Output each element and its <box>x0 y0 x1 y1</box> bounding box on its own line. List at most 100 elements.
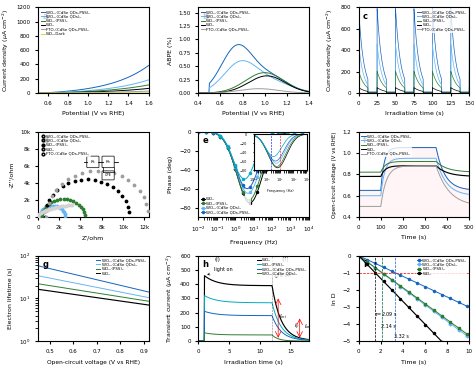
WOₓ <box>135 87 141 92</box>
Text: g: g <box>42 260 48 269</box>
Legend: WOₓ-(CdSe QDs-PSS)ₙ, WOₓ-(CdSe QDs)ₙ, WOₓ-(PSS)ₙ, WOₓ, FTO-(CdSe QDs-PSS)ₙ: WOₓ-(CdSe QDs-PSS)ₙ, WOₓ-(CdSe QDs)ₙ, WO… <box>201 9 251 33</box>
X-axis label: Irradiation time (s): Irradiation time (s) <box>384 111 443 116</box>
WOₓ-(CdSe QDs-PSS)ₙ <box>461 302 466 307</box>
WOₓ-(PSS)ₙ <box>457 327 463 331</box>
WOₓ <box>36 91 41 95</box>
X-axis label: Open-circuit voltage (V vs RHE): Open-circuit voltage (V vs RHE) <box>46 360 140 364</box>
Point <box>61 203 69 209</box>
Text: light off: light off <box>272 273 291 278</box>
Point <box>102 169 110 175</box>
Point <box>64 196 71 202</box>
WOₓ-(PSS)ₙ <box>146 83 151 87</box>
Point <box>50 198 58 204</box>
WOₓ-Dark <box>128 91 134 95</box>
WOₓ-(CdSe QDs-PSS)ₙ <box>103 83 109 87</box>
Text: 2.14 s: 2.14 s <box>381 324 396 328</box>
FTO-(CdSe QDs-PSS)ₙ <box>101 90 107 95</box>
Point <box>125 177 132 183</box>
Legend: WOₓ-(CdSe QDs-PSS)ₙ, WOₓ-(CdSe QDs)ₙ, WOₓ-(PSS)ₙ, WOₓ, FTO-(CdSe QDs-PSS)ₙ: WOₓ-(CdSe QDs-PSS)ₙ, WOₓ-(CdSe QDs)ₙ, WO… <box>416 9 467 33</box>
Point <box>97 179 105 185</box>
Point <box>71 178 78 184</box>
WOₓ <box>103 89 109 94</box>
Point <box>144 208 152 214</box>
Point <box>79 206 86 212</box>
WOₓ-Dark <box>146 91 151 95</box>
Point <box>79 170 86 176</box>
Point <box>58 206 65 212</box>
Point <box>60 209 68 215</box>
WOₓ <box>363 260 368 265</box>
Point <box>77 204 85 210</box>
Y-axis label: Current density ($\mu$A cm$^{-2}$): Current density ($\mu$A cm$^{-2}$) <box>0 8 11 92</box>
Point <box>94 168 102 174</box>
Point <box>43 203 50 209</box>
WOₓ <box>376 275 382 279</box>
Point <box>54 187 61 193</box>
FTO-(CdSe QDs-PSS)ₙ <box>146 89 151 93</box>
FTO-(CdSe QDs-PSS)ₙ <box>100 90 106 95</box>
Legend: WOₓ-(CdSe QDs-PSS)ₙ, WOₓ-(CdSe QDs)ₙ, WOₓ-(PSS)ₙ, WOₓ: WOₓ-(CdSe QDs-PSS)ₙ, WOₓ-(CdSe QDs)ₙ, WO… <box>416 258 467 276</box>
Point <box>36 211 44 217</box>
WOₓ-(CdSe QDs)ₙ <box>100 87 106 91</box>
WOₓ-(CdSe QDs-PSS)ₙ <box>457 301 463 305</box>
Point <box>109 184 117 190</box>
WOₓ-(PSS)ₙ <box>135 84 141 89</box>
Y-axis label: ABPE (%): ABPE (%) <box>168 36 173 65</box>
WOₓ-Dark <box>100 91 106 95</box>
WOₓ <box>356 254 362 258</box>
Point <box>56 205 64 211</box>
Y-axis label: Open-circuit voltage (V vs RHE): Open-circuit voltage (V vs RHE) <box>332 131 337 218</box>
WOₓ-Dark <box>36 91 41 95</box>
WOₓ-(PSS)ₙ <box>461 330 466 334</box>
Point <box>43 207 51 213</box>
Point <box>80 209 88 215</box>
WOₓ-(PSS)ₙ <box>376 268 382 273</box>
WOₓ-(CdSe QDs-PSS)ₙ <box>135 70 141 75</box>
Point <box>75 201 82 207</box>
WOₓ-Dark <box>35 91 41 95</box>
WOₓ-(PSS)ₙ <box>103 88 109 92</box>
WOₓ-(CdSe QDs)ₙ <box>385 275 391 280</box>
Point <box>50 205 57 211</box>
WOₓ <box>461 362 466 366</box>
Point <box>64 203 72 208</box>
Y-axis label: ln D: ln D <box>332 292 337 305</box>
Point <box>36 211 43 217</box>
Point <box>77 177 85 183</box>
Point <box>53 187 60 193</box>
Point <box>45 201 52 207</box>
Point <box>53 204 60 210</box>
WOₓ-(CdSe QDs-PSS)ₙ <box>376 263 382 268</box>
Point <box>47 206 55 212</box>
Point <box>60 196 68 202</box>
Y-axis label: -Z''/ohm: -Z''/ohm <box>9 161 15 188</box>
Text: $I_{or}$: $I_{or}$ <box>304 323 312 331</box>
Y-axis label: Transient current ($\mu$A cm$^{-2}$): Transient current ($\mu$A cm$^{-2}$) <box>164 254 174 343</box>
WOₓ-Dark <box>103 91 109 95</box>
Point <box>58 203 66 209</box>
Point <box>84 177 92 182</box>
Line: WOₓ: WOₓ <box>38 88 148 93</box>
Point <box>45 200 53 206</box>
Point <box>110 171 118 177</box>
WOₓ-(PSS)ₙ <box>35 91 41 95</box>
Point <box>48 205 56 211</box>
WOₓ-(CdSe QDs)ₙ <box>35 91 41 95</box>
WOₓ-(CdSe QDs)ₙ <box>363 258 368 263</box>
WOₓ <box>457 358 463 362</box>
Point <box>44 207 52 212</box>
WOₓ-(CdSe QDs-PSS)ₙ <box>36 91 41 95</box>
Point <box>63 203 70 208</box>
WOₓ-(CdSe QDs)ₙ <box>360 257 366 261</box>
Line: WOₓ-(CdSe QDs)ₙ: WOₓ-(CdSe QDs)ₙ <box>38 80 148 93</box>
WOₓ-(PSS)ₙ <box>101 88 107 92</box>
Point <box>47 199 55 205</box>
Point <box>34 214 42 220</box>
WOₓ-(PSS)ₙ <box>360 257 366 261</box>
WOₓ-(CdSe QDs-PSS)ₙ <box>385 267 391 272</box>
Point <box>40 206 47 212</box>
Line: WOₓ: WOₓ <box>357 255 470 367</box>
X-axis label: Time (s): Time (s) <box>401 235 427 240</box>
Point <box>91 177 99 183</box>
WOₓ-(CdSe QDs)ₙ <box>356 254 362 258</box>
